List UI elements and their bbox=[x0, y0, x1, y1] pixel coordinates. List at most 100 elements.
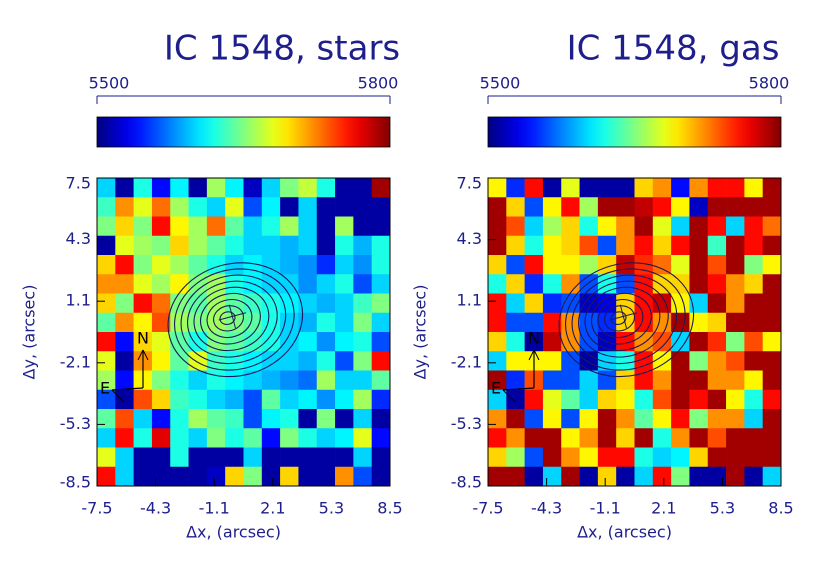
heatmap-cell bbox=[97, 197, 116, 217]
chart-title: IC 1548, stars bbox=[164, 29, 400, 69]
heatmap-cell bbox=[316, 332, 336, 352]
heatmap-cell bbox=[634, 389, 654, 410]
heatmap-cell bbox=[170, 178, 189, 198]
compass-label: N bbox=[528, 329, 540, 348]
heatmap-cell bbox=[225, 178, 244, 198]
heatmap-cell bbox=[561, 178, 580, 198]
y-tick-label: 1.1 bbox=[457, 291, 482, 310]
heatmap-cell bbox=[115, 447, 134, 468]
heatmap-cell bbox=[652, 389, 672, 410]
heatmap-cell bbox=[579, 274, 599, 294]
heatmap-cell bbox=[115, 370, 134, 391]
heatmap-cell bbox=[206, 197, 226, 217]
heatmap-cell bbox=[707, 197, 727, 217]
heatmap-cell bbox=[151, 197, 171, 217]
x-tick-label: 5.3 bbox=[319, 499, 344, 518]
y-tick-label: 7.5 bbox=[66, 174, 91, 193]
compass-arrow bbox=[528, 349, 535, 361]
heatmap-cell bbox=[261, 428, 281, 448]
heatmap-cell bbox=[170, 447, 189, 468]
heatmap-cell bbox=[188, 255, 208, 275]
heatmap-cell bbox=[280, 178, 299, 198]
heatmap-cell bbox=[671, 332, 690, 352]
contour bbox=[571, 274, 678, 365]
heatmap-cell bbox=[597, 197, 617, 217]
heatmap-cell bbox=[335, 351, 354, 371]
heatmap-cell bbox=[726, 409, 745, 429]
contour bbox=[564, 268, 686, 371]
heatmap-cell bbox=[506, 293, 525, 314]
heatmap-cell bbox=[206, 447, 226, 468]
heatmap-cell bbox=[151, 255, 171, 275]
heatmap-cell bbox=[524, 235, 544, 256]
heatmap-cell bbox=[280, 466, 299, 487]
heatmap-cell bbox=[488, 447, 507, 468]
heatmap-cell bbox=[261, 255, 281, 275]
heatmap-cell bbox=[335, 255, 354, 275]
heatmap-cell bbox=[133, 293, 153, 314]
heatmap-cell bbox=[579, 255, 599, 275]
heatmap-cell bbox=[133, 428, 153, 448]
heatmap-cell bbox=[298, 216, 318, 237]
heatmap-cell bbox=[335, 235, 354, 256]
heatmap-cell bbox=[353, 178, 372, 198]
contour bbox=[212, 305, 244, 332]
heatmap-cell bbox=[225, 351, 244, 371]
heatmap-cell bbox=[225, 197, 244, 217]
heatmap-cell bbox=[243, 409, 263, 429]
heatmap-cell bbox=[206, 428, 226, 448]
heatmap-cell bbox=[616, 274, 635, 294]
heatmap-cell bbox=[261, 409, 281, 429]
heatmap-cell bbox=[579, 428, 599, 448]
heatmap-cell bbox=[561, 351, 580, 371]
heatmap-cell bbox=[371, 293, 391, 314]
heatmap-cell bbox=[488, 370, 507, 391]
heatmap-cell bbox=[762, 312, 782, 333]
heatmap-cell bbox=[115, 293, 134, 314]
heatmap-cell bbox=[335, 447, 354, 468]
heatmap-cell bbox=[316, 293, 336, 314]
heatmap-cell bbox=[506, 178, 525, 198]
heatmap-cell bbox=[597, 293, 617, 314]
heatmap-cell bbox=[188, 197, 208, 217]
heatmap-cell bbox=[371, 274, 391, 294]
heatmap-cell bbox=[371, 197, 391, 217]
contour bbox=[173, 268, 295, 371]
heatmap-cell bbox=[561, 255, 580, 275]
heatmap-cell bbox=[561, 409, 580, 429]
heatmap-cell bbox=[151, 409, 171, 429]
heatmap-cell bbox=[115, 389, 134, 410]
contour bbox=[206, 299, 253, 339]
heatmap-cell bbox=[597, 447, 617, 468]
heatmap-cell bbox=[298, 409, 318, 429]
heatmap-cell bbox=[151, 293, 171, 314]
heatmap-cell bbox=[542, 255, 562, 275]
heatmap-cell bbox=[744, 293, 763, 314]
heatmap-cell bbox=[524, 466, 544, 487]
heatmap-cell bbox=[634, 293, 654, 314]
contour bbox=[590, 292, 652, 345]
heatmap-cell bbox=[243, 370, 263, 391]
heatmap-cell bbox=[298, 466, 318, 487]
heatmap-cell bbox=[170, 351, 189, 371]
heatmap-cell bbox=[762, 274, 782, 294]
heatmap-cell bbox=[188, 235, 208, 256]
panel: IC 1548, stars 5500 5800 N E -7.5 -4.3 -1.1 2.1 5… bbox=[20, 29, 403, 542]
heatmap-cell bbox=[762, 466, 782, 487]
heatmap-cell bbox=[579, 409, 599, 429]
heatmap-cell bbox=[151, 332, 171, 352]
heatmap-cell bbox=[353, 332, 372, 352]
heatmap-cell bbox=[542, 409, 562, 429]
compass-arrow bbox=[502, 387, 535, 391]
heatmap-cell bbox=[371, 428, 391, 448]
heatmap-cell bbox=[506, 370, 525, 391]
heatmap-cell bbox=[115, 466, 134, 487]
heatmap-cell bbox=[225, 409, 244, 429]
heatmap-cell bbox=[744, 274, 763, 294]
heatmap-cell bbox=[542, 428, 562, 448]
heatmap-cell bbox=[634, 178, 654, 198]
heatmap-cell bbox=[97, 178, 116, 198]
x-tick-label: -1.1 bbox=[590, 499, 621, 518]
heatmap-cell bbox=[652, 216, 672, 237]
heatmap-cell bbox=[133, 389, 153, 410]
